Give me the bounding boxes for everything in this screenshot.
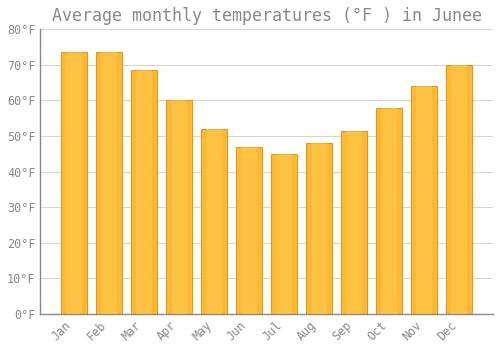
Bar <box>382 107 397 314</box>
Bar <box>66 52 82 314</box>
Bar <box>376 107 402 314</box>
Bar <box>206 129 222 314</box>
Title: Average monthly temperatures (°F ) in Junee: Average monthly temperatures (°F ) in Ju… <box>52 7 482 25</box>
Bar <box>446 65 472 314</box>
Bar <box>306 143 332 314</box>
Bar <box>271 154 297 314</box>
Bar <box>411 86 438 314</box>
Bar <box>416 86 432 314</box>
Bar <box>346 131 362 314</box>
Bar <box>131 70 157 314</box>
Bar <box>101 52 117 314</box>
Bar <box>171 100 187 314</box>
Bar <box>452 65 467 314</box>
Bar <box>201 129 228 314</box>
Bar <box>61 52 87 314</box>
Bar <box>166 100 192 314</box>
Bar <box>312 143 327 314</box>
Bar <box>136 70 152 314</box>
Bar <box>242 147 257 314</box>
Bar <box>236 147 262 314</box>
Bar <box>341 131 367 314</box>
Bar <box>96 52 122 314</box>
Bar <box>276 154 292 314</box>
